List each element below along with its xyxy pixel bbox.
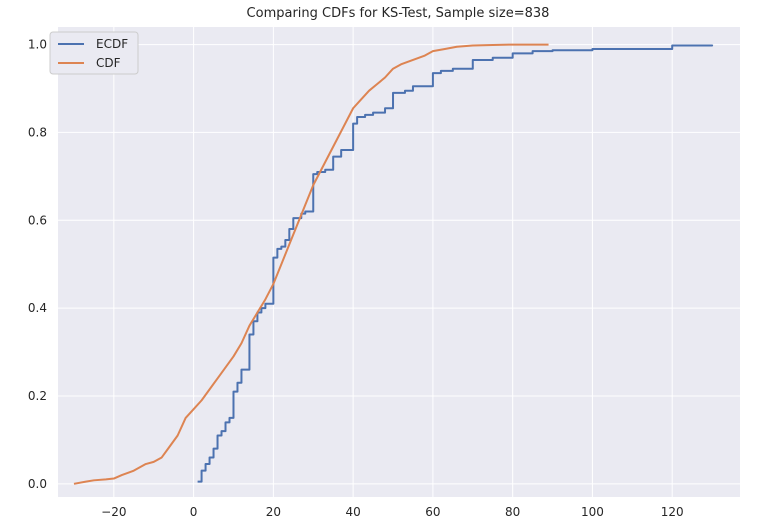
x-tick-label: 80 xyxy=(505,505,520,519)
plot-area xyxy=(58,27,740,497)
x-tick-label: −20 xyxy=(101,505,126,519)
x-tick-label: 20 xyxy=(266,505,281,519)
y-tick-label: 0.6 xyxy=(28,213,47,227)
grid-lines xyxy=(58,27,740,497)
x-tick-label: 100 xyxy=(581,505,604,519)
series-layer xyxy=(73,43,714,485)
series-line-ecdf xyxy=(197,44,714,483)
legend-label-ecdf: ECDF xyxy=(96,37,128,51)
legend: ECDF CDF xyxy=(49,31,139,75)
y-tick-label: 0.2 xyxy=(28,389,47,403)
chart-title: Comparing CDFs for KS-Test, Sample size=… xyxy=(247,6,550,21)
x-tick-label: 0 xyxy=(190,505,198,519)
x-tick-label: 60 xyxy=(425,505,440,519)
y-tick-label: 0.4 xyxy=(28,301,47,315)
x-tick-label: 120 xyxy=(661,505,684,519)
x-tick-label: 40 xyxy=(345,505,360,519)
legend-label-cdf: CDF xyxy=(96,56,121,70)
tick-labels: −20 0 20 40 60 80 100 120 0.0 0.2 0.4 0.6 0.8 1.0 xyxy=(28,38,684,519)
y-tick-label: 0.8 xyxy=(28,125,47,139)
y-tick-label: 1.0 xyxy=(28,38,47,52)
y-tick-label: 0.0 xyxy=(28,477,47,491)
series-line-cdf xyxy=(73,43,549,485)
